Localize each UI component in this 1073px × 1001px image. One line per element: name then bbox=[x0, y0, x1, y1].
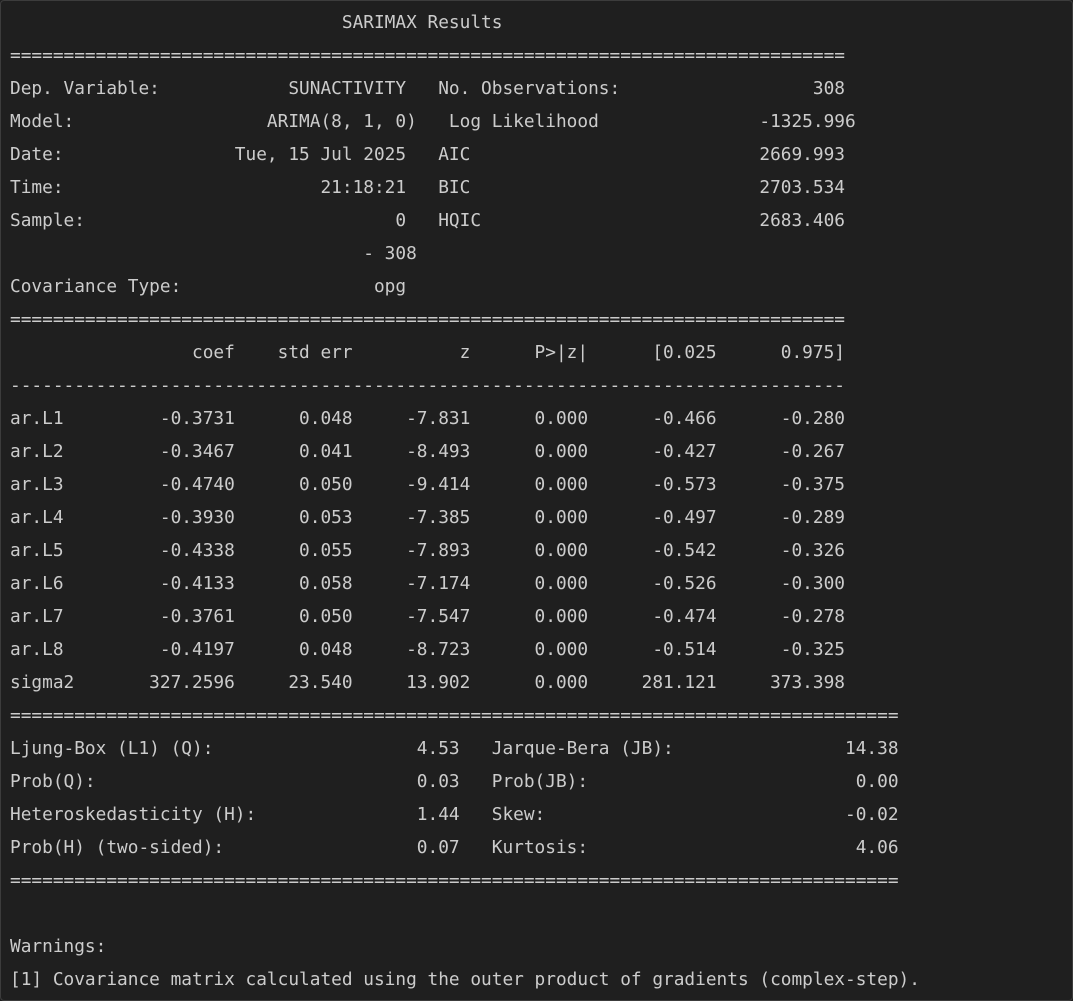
info-row-dep-variable: Dep. Variable: SUNACTIVITY No. Observati… bbox=[10, 78, 846, 99]
coef-table-row: ar.L4 -0.3930 0.053 -7.385 0.000 -0.497 … bbox=[10, 507, 846, 528]
separator-line: ========================================… bbox=[10, 870, 899, 891]
coef-table-row: ar.L6 -0.4133 0.058 -7.174 0.000 -0.526 … bbox=[10, 573, 846, 594]
coef-table-row: ar.L3 -0.4740 0.050 -9.414 0.000 -0.573 … bbox=[10, 474, 846, 495]
warnings-heading: Warnings: bbox=[10, 936, 107, 957]
coef-table-header: coef std err z P>|z| [0.025 0.975] bbox=[10, 342, 846, 363]
info-row-covariance: Covariance Type: opg bbox=[10, 276, 846, 297]
diag-row-heteroskedasticity: Heteroskedasticity (H): 1.44 Skew: -0.02 bbox=[10, 804, 899, 825]
diag-row-ljung-box: Ljung-Box (L1) (Q): 4.53 Jarque-Bera (JB… bbox=[10, 738, 899, 759]
diag-row-prob-h: Prob(H) (two-sided): 0.07 Kurtosis: 4.06 bbox=[10, 837, 899, 858]
coef-table-row: ar.L7 -0.3761 0.050 -7.547 0.000 -0.474 … bbox=[10, 606, 846, 627]
info-row-model: Model: ARIMA(8, 1, 0) Log Likelihood -13… bbox=[10, 111, 856, 132]
summary-title: SARIMAX Results bbox=[10, 12, 846, 33]
coef-table-row: ar.L8 -0.4197 0.048 -8.723 0.000 -0.514 … bbox=[10, 639, 846, 660]
diag-row-prob-q: Prob(Q): 0.03 Prob(JB): 0.00 bbox=[10, 771, 899, 792]
coef-table-row: sigma2 327.2596 23.540 13.902 0.000 281.… bbox=[10, 672, 846, 693]
separator-line: ========================================… bbox=[10, 45, 846, 66]
coef-table-row: ar.L5 -0.4338 0.055 -7.893 0.000 -0.542 … bbox=[10, 540, 846, 561]
coef-table-row: ar.L1 -0.3731 0.048 -7.831 0.000 -0.466 … bbox=[10, 408, 846, 429]
separator-line: ----------------------------------------… bbox=[10, 375, 846, 396]
info-row-sample-end: - 308 bbox=[10, 243, 846, 264]
info-row-date: Date: Tue, 15 Jul 2025 AIC 2669.993 bbox=[10, 144, 846, 165]
separator-line: ========================================… bbox=[10, 705, 899, 726]
info-row-time: Time: 21:18:21 BIC 2703.534 bbox=[10, 177, 846, 198]
coef-table-row: ar.L2 -0.3467 0.041 -8.493 0.000 -0.427 … bbox=[10, 441, 846, 462]
warning-text: [1] Covariance matrix calculated using t… bbox=[10, 969, 920, 990]
info-row-sample: Sample: 0 HQIC 2683.406 bbox=[10, 210, 846, 231]
separator-line: ========================================… bbox=[10, 309, 846, 330]
